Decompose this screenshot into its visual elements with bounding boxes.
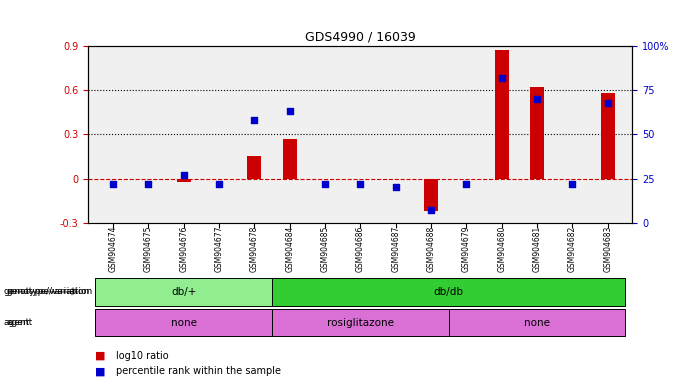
Bar	[494, 50, 509, 179]
Text: log10 ratio: log10 ratio	[116, 351, 168, 361]
Bar	[424, 179, 438, 211]
Text: GSM904683: GSM904683	[603, 225, 612, 272]
Bar	[600, 93, 615, 179]
Text: GSM904677: GSM904677	[215, 225, 224, 272]
Text: GSM904687: GSM904687	[391, 225, 401, 272]
Text: GSM904679: GSM904679	[462, 225, 471, 272]
FancyBboxPatch shape	[272, 278, 626, 306]
Point	[214, 181, 224, 187]
Point	[355, 181, 366, 187]
Point	[320, 181, 330, 187]
Text: GSM904686: GSM904686	[356, 225, 365, 272]
Point	[461, 181, 472, 187]
Point	[107, 181, 118, 187]
Point	[532, 96, 543, 102]
Point	[567, 181, 578, 187]
Point	[496, 75, 507, 81]
Text: GSM904688: GSM904688	[426, 225, 436, 271]
Text: rosiglitazone: rosiglitazone	[327, 318, 394, 328]
Text: GSM904681: GSM904681	[532, 225, 541, 271]
Text: GSM904684: GSM904684	[285, 225, 294, 272]
Text: GSM904678: GSM904678	[250, 225, 259, 272]
Text: GSM904674: GSM904674	[109, 225, 118, 272]
Point	[249, 117, 260, 123]
Point	[602, 99, 613, 106]
Point	[426, 207, 437, 214]
FancyBboxPatch shape	[449, 309, 626, 336]
FancyBboxPatch shape	[272, 309, 449, 336]
Text: genotype/variation: genotype/variation	[3, 287, 90, 296]
Bar	[283, 139, 296, 179]
Text: genotype/variation: genotype/variation	[7, 287, 93, 296]
Text: none: none	[524, 318, 550, 328]
Text: GSM904680: GSM904680	[497, 225, 506, 272]
Text: GSM904675: GSM904675	[144, 225, 153, 272]
Text: GSM904685: GSM904685	[320, 225, 330, 272]
Bar	[530, 87, 544, 179]
Text: ■: ■	[95, 366, 105, 376]
Text: GSM904676: GSM904676	[180, 225, 188, 272]
Text: agent: agent	[3, 318, 30, 327]
Point	[178, 172, 189, 178]
FancyBboxPatch shape	[95, 309, 272, 336]
Bar	[177, 179, 191, 182]
Point	[143, 181, 154, 187]
Bar	[248, 157, 262, 179]
Point	[284, 108, 295, 114]
Text: GSM904682: GSM904682	[568, 225, 577, 271]
Text: db/+: db/+	[171, 287, 197, 297]
FancyBboxPatch shape	[95, 278, 272, 306]
Title: GDS4990 / 16039: GDS4990 / 16039	[305, 30, 415, 43]
Text: ■: ■	[95, 351, 105, 361]
Text: agent: agent	[7, 318, 33, 327]
Text: none: none	[171, 318, 197, 328]
Point	[390, 184, 401, 190]
Text: percentile rank within the sample: percentile rank within the sample	[116, 366, 281, 376]
Text: db/db: db/db	[434, 287, 464, 297]
